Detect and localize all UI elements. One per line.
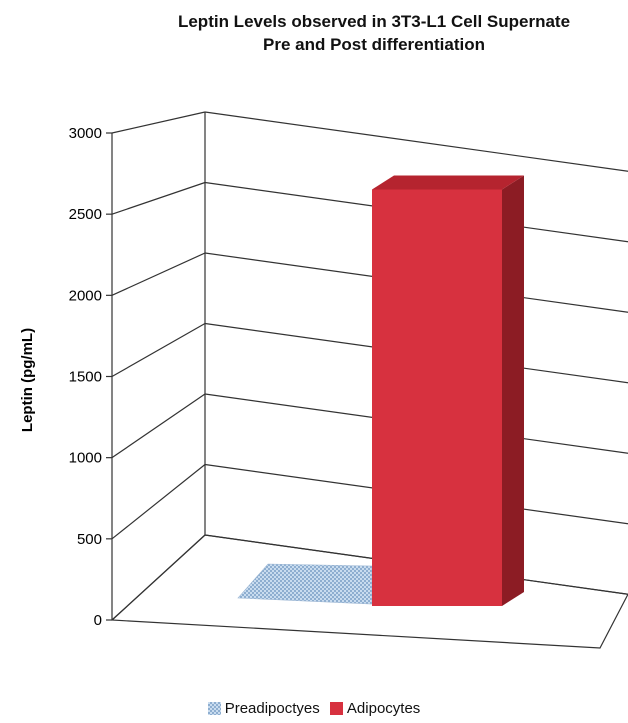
legend: Preadipoctyes Adipocytes xyxy=(0,700,628,719)
y-tick-label: 500 xyxy=(77,531,102,548)
legend-label-adipocytes: Adipocytes xyxy=(346,700,421,717)
legend-label-preadipocytes: Preadipoctyes xyxy=(224,700,320,717)
legend-entry-adipocytes: Adipocytes xyxy=(329,700,421,717)
chart-title-line-1: Leptin Levels observed in 3T3-L1 Cell Su… xyxy=(177,12,571,31)
gridline-left xyxy=(111,252,206,296)
legend-swatch-preadipocytes xyxy=(207,702,221,715)
gridline-left xyxy=(111,464,206,540)
y-tick-label: 1000 xyxy=(69,450,102,467)
gridline-left xyxy=(111,111,206,134)
gridline-left xyxy=(111,393,206,459)
bar-adipocytes-top xyxy=(372,175,524,190)
y-axis-label: Leptin (pg/mL) xyxy=(19,328,36,432)
gridline-back xyxy=(204,111,628,172)
y-tick-label: 3000 xyxy=(69,125,102,142)
y-tick-label: 2500 xyxy=(69,206,102,223)
y-tick-label: 2000 xyxy=(69,287,102,304)
chart-plot: 0 500 1000 1500 2000 2500 3000 Leptin (pg/mL) xyxy=(19,111,628,649)
gridline-left xyxy=(111,322,206,378)
y-tick-label: 0 xyxy=(94,612,102,629)
gridline-left xyxy=(111,534,206,621)
gridline-left xyxy=(111,181,206,215)
legend-swatch-adipocytes xyxy=(329,702,343,715)
y-tick-label: 1500 xyxy=(69,369,102,386)
chart-title-line-2: Pre and Post differentiation xyxy=(263,35,485,54)
bar-adipocytes xyxy=(372,189,502,606)
legend-entry-preadipocytes: Preadipoctyes xyxy=(207,700,320,717)
chart-title: Leptin Levels observed in 3T3-L1 Cell Su… xyxy=(0,10,628,56)
bar-adipocytes-side xyxy=(502,175,524,606)
